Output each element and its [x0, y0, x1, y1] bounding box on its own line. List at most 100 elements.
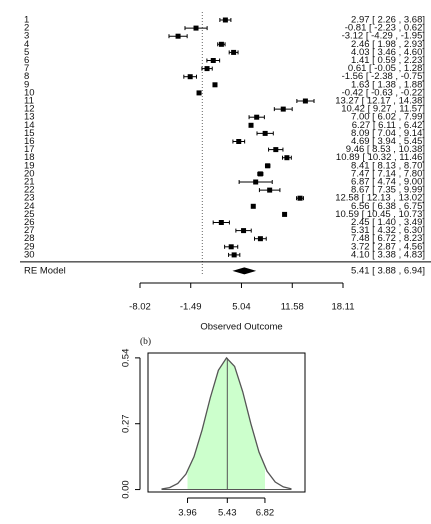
- density-curve: [161, 356, 292, 490]
- panel-label: (b): [140, 336, 151, 347]
- estimate: [212, 82, 218, 88]
- estimate: [250, 203, 256, 209]
- estimate-label: -1.56 [ -2.38 , -0.75]: [342, 71, 425, 82]
- estimate-label: 2.46 [ 1.98 , 2.93]: [351, 39, 425, 50]
- estimate: [280, 106, 286, 112]
- study-label: 29: [24, 241, 35, 252]
- estimate: [231, 252, 237, 258]
- study-label: 8: [24, 71, 29, 82]
- study-label: 12: [24, 104, 35, 115]
- estimate-label: 4.69 [ 3.94 , 5.45]: [351, 136, 425, 147]
- estimate: [210, 58, 216, 63]
- estimate-label: 8.09 [ 7.04 , 9.14]: [351, 128, 425, 139]
- estimate: [262, 130, 268, 136]
- estimate: [231, 49, 237, 55]
- estimate-label: 4.10 [ 3.38 , 4.83]: [351, 249, 425, 260]
- estimate-label: 10.42 [ 9.27 , 11.57]: [341, 104, 425, 115]
- estimate-label: 8.67 [ 7.35 , 9.99]: [351, 185, 425, 196]
- estimate-label: 1.41 [ 0.59 , 2.23]: [351, 55, 425, 66]
- estimate: [253, 179, 259, 185]
- summary-label: RE Model: [24, 265, 66, 276]
- estimate: [236, 139, 242, 144]
- estimate: [282, 211, 288, 217]
- estimate-label: 10.89 [ 10.32 , 11.46]: [336, 152, 425, 163]
- estimate: [254, 114, 260, 120]
- y-tick-label: 0.54: [121, 349, 132, 368]
- estimate: [248, 122, 254, 128]
- estimate: [265, 163, 271, 169]
- estimate-label: 7.48 [ 6.72 , 8.23]: [351, 233, 425, 244]
- study-label: 25: [24, 209, 35, 220]
- x-axis-label: Observed Outcome: [200, 322, 282, 333]
- shaded-interval: [187, 357, 265, 490]
- estimate-label: 4.03 [ 3.46 , 4.60]: [351, 47, 425, 58]
- study-label: 3: [24, 31, 29, 42]
- x-tick-label: 11.58: [281, 302, 304, 313]
- study-label: 7: [24, 63, 29, 74]
- estimate-label: 6.87 [ 4.74 , 9.00]: [351, 177, 425, 188]
- study-label: 16: [24, 136, 35, 147]
- summary-value-label: 5.41 [ 3.88 , 6.94]: [351, 265, 425, 276]
- estimate-label: 2.97 [ 2.26 , 3.68]: [351, 15, 425, 26]
- study-label: 14: [24, 120, 35, 131]
- estimate-label: 0.61 [ -0.05 , 1.28]: [348, 63, 425, 74]
- study-label: 9: [24, 79, 29, 90]
- estimate: [193, 25, 199, 31]
- estimate: [257, 236, 263, 242]
- estimate: [196, 90, 202, 96]
- estimate: [297, 195, 303, 201]
- estimate-label: 6.56 [ 6.38 , 6.75]: [351, 201, 425, 212]
- estimate: [228, 244, 234, 250]
- plot-frame: [147, 352, 306, 493]
- x-tick-label: 6.82: [256, 508, 275, 519]
- estimate-label: 6.27 [ 6.11 , 6.42]: [352, 120, 425, 131]
- study-label: 22: [24, 185, 35, 196]
- summary-diamond: [232, 267, 257, 275]
- study-label: 21: [24, 177, 35, 188]
- x-tick-label: 5.04: [232, 302, 251, 313]
- estimate-label: 8.41 [ 8.13 , 8.70]: [351, 160, 425, 171]
- study-label: 11: [24, 96, 34, 107]
- estimate-label: 3.72 [ 2.87 , 4.56]: [351, 241, 425, 252]
- x-tick-label: 5.43: [218, 508, 237, 519]
- study-label: 17: [24, 144, 35, 155]
- study-label: 13: [24, 112, 35, 123]
- estimate: [257, 171, 263, 177]
- study-label: 26: [24, 217, 35, 228]
- study-label: 19: [24, 160, 35, 171]
- study-label: 28: [24, 233, 35, 244]
- estimate: [284, 155, 290, 161]
- estimate-label: 7.00 [ 6.02 , 7.99]: [351, 112, 425, 123]
- estimate: [273, 147, 279, 153]
- study-label: 5: [24, 47, 29, 58]
- estimate: [218, 41, 224, 47]
- study-label: 20: [24, 168, 35, 179]
- estimate: [302, 98, 308, 104]
- estimate: [267, 187, 273, 193]
- x-tick-label: 3.96: [178, 508, 197, 519]
- estimate-label: 5.31 [ 4.32 , 6.30]: [351, 225, 425, 236]
- x-tick-label: -1.49: [180, 302, 202, 313]
- estimate-label: -3.12 [ -4.29 , -1.95]: [342, 31, 425, 42]
- study-label: 4: [24, 39, 29, 50]
- estimate: [175, 33, 181, 39]
- study-label: 23: [24, 193, 35, 204]
- x-tick-label: -8.02: [129, 302, 151, 313]
- estimate-label: 13.27 [ 12.17 , 14.38]: [335, 96, 425, 107]
- estimate: [204, 66, 210, 72]
- estimate-label: -0.81 [ -2.23 , 0.62]: [345, 23, 425, 34]
- y-tick-label: 0.27: [121, 414, 132, 433]
- study-label: 27: [24, 225, 35, 236]
- estimate-label: 1.63 [ 1.38 , 1.88]: [351, 79, 425, 90]
- study-label: 6: [24, 55, 29, 66]
- estimate: [241, 228, 247, 234]
- estimate-label: 9.46 [ 8.53 , 10.38]: [346, 144, 425, 155]
- study-label: 10: [24, 87, 35, 98]
- study-label: 30: [24, 249, 35, 260]
- estimate-label: 2.45 [ 1.40 , 3.49]: [351, 217, 425, 228]
- estimate: [218, 220, 224, 225]
- estimate-label: 10.59 [ 10.45 , 10.73]: [335, 209, 425, 220]
- estimate-label: -0.42 [ -0.63 , -0.22]: [342, 87, 425, 98]
- y-tick-label: 0.00: [121, 480, 132, 499]
- study-label: 18: [24, 152, 35, 163]
